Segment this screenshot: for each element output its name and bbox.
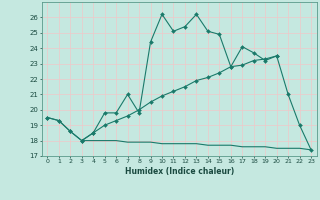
X-axis label: Humidex (Indice chaleur): Humidex (Indice chaleur) <box>124 167 234 176</box>
